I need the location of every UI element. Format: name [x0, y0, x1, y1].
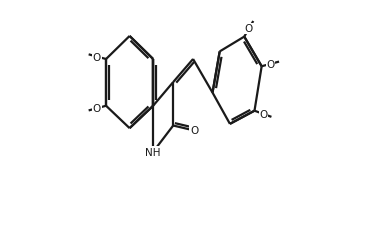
Text: O: O — [245, 24, 253, 34]
Text: O: O — [259, 109, 268, 119]
Text: O: O — [93, 104, 101, 114]
Text: O: O — [93, 52, 101, 62]
Text: NH: NH — [146, 147, 161, 157]
Text: O: O — [190, 126, 198, 136]
Text: O: O — [267, 59, 275, 69]
